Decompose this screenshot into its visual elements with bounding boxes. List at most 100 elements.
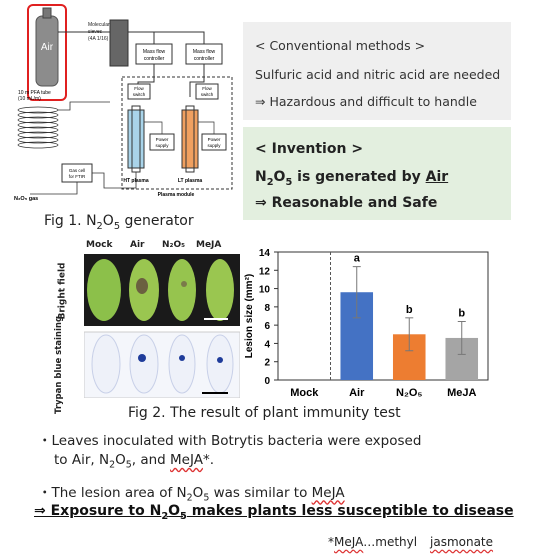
b1-c: , and [131,452,171,468]
svg-text:10 m PFA tube: 10 m PFA tube [18,90,51,96]
concl-a: ⇒ Exposure to N [34,503,162,519]
b1-a: to Air, N [54,452,110,468]
y-tick-label-2: 4 [264,339,270,350]
row-label-trypan: Trypan blue staining [54,315,65,415]
fig1-caption: Fig 1. N2O5 generator [44,213,194,232]
svg-text:(4A 1/16): (4A 1/16) [88,36,109,42]
footnote-jasmonate: jasmonate [430,535,493,549]
x-tick-label-3: MeJA [447,387,476,399]
svg-text:Flow: Flow [202,86,212,91]
bullet-1-line1: ・Leaves inoculated with Botrytis bacteri… [38,433,422,449]
leaf-col-air: Air [130,240,145,250]
svg-text:Mass flow: Mass flow [193,49,216,55]
b1-sub2: 5 [125,459,132,471]
b2-sub2: 5 [203,492,210,504]
svg-text:LT plasma: LT plasma [178,178,203,184]
b2-a: ・The lesion area of N [38,484,187,501]
svg-text:Molecular: Molecular [88,22,110,28]
y-tick-label-4: 8 [264,303,270,314]
lt-plasma-tube [181,109,199,169]
air-label: Air [41,42,54,53]
leaf-col-meja: MeJA [196,240,222,250]
b2-meja: MeJA [311,484,345,501]
svg-text:for FTIR: for FTIR [69,174,86,179]
concl-b: O [168,503,181,519]
gas-cell [61,163,93,183]
fig2-caption: Fig 2. The result of plant immunity test [128,405,401,421]
bullet-2: ・The lesion area of N2O5 was similar to … [38,484,538,508]
y-tick-label-6: 12 [259,266,271,277]
y-tick-label-1: 2 [264,358,270,369]
plasma-module-box [121,76,233,190]
leaf-col-mock: Mock [86,240,113,250]
fig1-mid: O [102,213,114,229]
svg-text:supply: supply [207,143,221,148]
x-tick-label-1: Air [349,387,365,399]
leaf-photo-panel: Mock Air N₂O₅ MeJA Bright field Trypan b… [54,238,240,414]
row-label-bright-field: Bright field [57,262,68,320]
svg-text:controller: controller [144,56,165,62]
leaf-n2o5 [168,259,196,321]
fn-star: * [328,535,334,549]
invention-box: < Invention > N2O5 is generated by Air ⇒… [243,127,511,220]
svg-text:switch: switch [201,92,214,97]
invention-line1: N2O5 is generated by Air [255,169,448,188]
b2-sub: 2 [186,492,193,504]
svg-text:switch: switch [133,92,146,97]
invention-title: < Invention > [255,141,364,157]
b2-b: O [192,484,204,501]
svg-text:Gas cell: Gas cell [69,168,85,173]
conclusion-text: ⇒ Exposure to N2O5 makes plants less sus… [34,503,514,522]
bullet-1-line2: to Air, N2O5, and MeJA*. [38,451,538,475]
svg-text:N₂O₅ gas: N₂O₅ gas [14,196,38,202]
footnote: *MeJA…methyl [328,535,417,549]
b1-d: *. [202,452,214,468]
leaf-mock [87,259,121,321]
conclusion-line: ⇒ Exposure to N2O5 makes plants less sus… [34,503,514,522]
inv-sub: 2 [266,176,274,188]
inv-text: is generated by [292,169,426,185]
bullet-list: ・Leaves inoculated with Botrytis bacteri… [38,432,538,507]
svg-text:Plasma module: Plasma module [158,192,195,198]
fn-methyl: …methyl [363,535,418,549]
leaf-meja [206,259,234,321]
inv-air: Air [425,169,449,185]
concl-sub: 2 [161,510,169,522]
air-highlight-box [27,4,67,101]
lesion-size-chart: 0 2 4 6 8 10 12 14 Lesion size (mm²) Mock a Air b N₂O… [244,248,489,399]
leaf-col-n2o5: N₂O₅ [162,240,186,250]
svg-text:Flow: Flow [134,86,144,91]
generator-diagram: Air Molecular sieves (4A 1/16) Mass flow… [14,4,233,202]
fn-meja: MeJA [334,535,364,549]
y-tick-label-7: 14 [259,248,271,259]
significance-letter-2: b [406,304,413,316]
y-tick-label-3: 6 [264,321,270,332]
conventional-line2: ⇒ Hazardous and difficult to handle [255,94,477,109]
svg-text:(10 mL/m): (10 mL/m) [18,96,41,102]
concl-sub2: 5 [180,510,187,522]
b2-c: was similar to [209,484,312,501]
inv-n: N [255,169,267,185]
svg-text:supply: supply [155,143,169,148]
conventional-methods-box: < Conventional methods > Sulfuric acid a… [243,22,511,120]
conventional-title: < Conventional methods > [255,38,426,53]
pfa-tube-coil [17,106,59,149]
y-axis-label: Lesion size (mm²) [244,274,255,358]
x-tick-label-2: N₂O₅ [396,387,422,399]
b1-b: O [115,452,126,468]
concl-c: makes plants less susceptible to disease [186,503,514,519]
molecular-sieves-icon [109,19,129,67]
fn-jasmonate: jasmonate [430,535,494,549]
b1-meja: MeJA [170,452,203,468]
x-tick-label-0: Mock [290,387,319,399]
y-tick-label-5: 10 [259,285,271,296]
inv-sub2: 5 [285,176,293,188]
svg-text:Power: Power [208,137,221,142]
fig1-sub2: 5 [113,220,121,232]
ht-plasma-tube [127,109,145,169]
svg-text:controller: controller [194,56,215,62]
svg-text:Mass flow: Mass flow [143,49,166,55]
inv-o: O [273,169,286,185]
significance-letter-1: a [354,253,361,265]
b1-sub: 2 [109,459,116,471]
